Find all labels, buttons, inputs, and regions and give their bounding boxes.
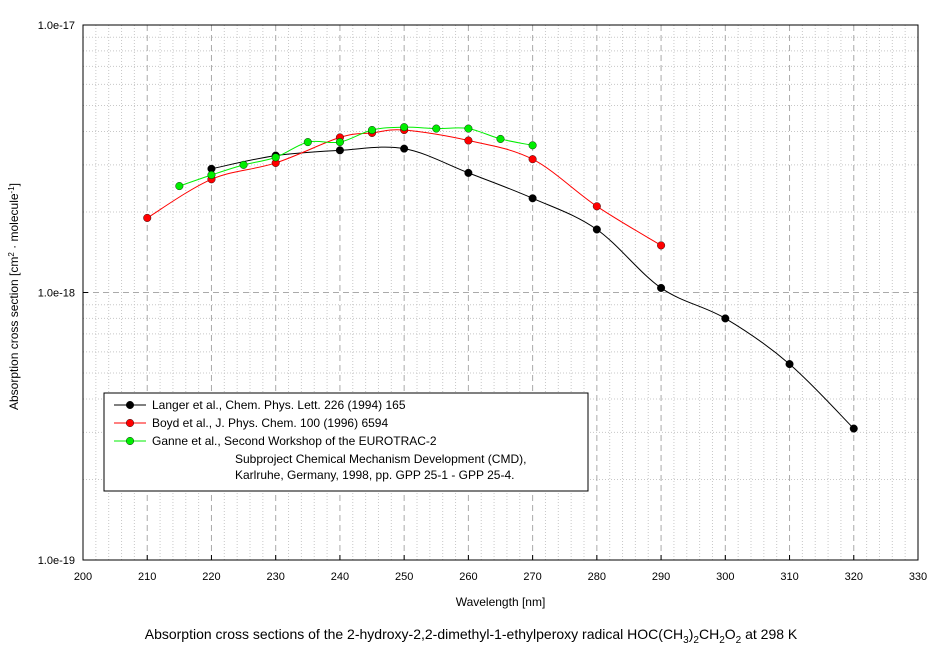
x-tick-label: 240 bbox=[331, 571, 349, 583]
x-tick-label: 330 bbox=[909, 571, 927, 583]
figure-caption: Absorption cross sections of the 2-hydro… bbox=[0, 626, 942, 646]
caption-text: O bbox=[724, 626, 736, 642]
data-point bbox=[143, 213, 152, 222]
legend-box bbox=[103, 392, 589, 492]
caption-text: Absorption cross sections of the 2-hydro… bbox=[144, 626, 684, 642]
caption-text: ) bbox=[688, 626, 694, 642]
data-point bbox=[400, 144, 409, 153]
data-point bbox=[464, 168, 473, 177]
legend-entry-3: Ganne et al., Second Workshop of the EUR… bbox=[114, 434, 526, 482]
data-point bbox=[785, 360, 794, 369]
data-point bbox=[239, 160, 248, 169]
data-point bbox=[528, 194, 537, 203]
series-layer bbox=[143, 123, 858, 433]
x-tick-label: 250 bbox=[395, 571, 413, 583]
legend-entries: Langer et al., Chem. Phys. Lett. 226 (19… bbox=[114, 398, 526, 482]
y-tick-label: 1.0e-17 bbox=[38, 20, 75, 32]
data-point bbox=[464, 124, 473, 133]
tick-layer: 200 210 220 230 240 250 260 270 280 290 300 310 320 3… bbox=[38, 20, 927, 583]
data-point bbox=[496, 134, 505, 143]
caption-sub: 2 bbox=[735, 634, 742, 646]
data-point bbox=[271, 153, 280, 162]
data-point bbox=[657, 283, 666, 292]
x-tick-label: 310 bbox=[780, 571, 798, 583]
legend-label: Ganne et al., Second Workshop of the EUR… bbox=[152, 434, 437, 448]
data-point bbox=[849, 424, 858, 433]
legend-marker bbox=[125, 419, 134, 428]
data-point bbox=[175, 182, 184, 191]
legend-label: Boyd et al., J. Phys. Chem. 100 (1996) 6… bbox=[152, 416, 388, 430]
data-point bbox=[592, 225, 601, 234]
data-point bbox=[721, 314, 730, 323]
caption-sub: 2 bbox=[693, 634, 699, 646]
caption-text: at 298 K bbox=[741, 626, 798, 642]
x-tick-label: 300 bbox=[716, 571, 734, 583]
data-point bbox=[592, 202, 601, 211]
x-tick-label: 200 bbox=[74, 571, 92, 583]
data-point bbox=[368, 126, 377, 135]
series-line bbox=[146, 129, 662, 246]
caption-text: CH bbox=[698, 626, 720, 642]
y-tick-label: 1.0e-18 bbox=[38, 288, 75, 300]
legend-entry-2: Boyd et al., J. Phys. Chem. 100 (1996) 6… bbox=[114, 416, 388, 430]
caption-sub: 2 bbox=[719, 634, 725, 646]
x-tick-label: 210 bbox=[138, 571, 156, 583]
y-axis-title-part: ] bbox=[7, 183, 21, 186]
legend-label-continued: Subproject Chemical Mechanism Developmen… bbox=[235, 452, 526, 466]
x-axis-title: Wavelength [nm] bbox=[456, 595, 546, 609]
y-axis-title-part: · molecule bbox=[7, 193, 21, 252]
x-tick-label: 270 bbox=[523, 571, 541, 583]
data-point bbox=[432, 124, 441, 133]
series-3 bbox=[175, 123, 537, 191]
y-axis-title-part: Absorption cross section [cm bbox=[7, 257, 21, 410]
data-point bbox=[207, 170, 216, 179]
y-axis-title-sup: -1 bbox=[7, 186, 16, 194]
data-point bbox=[528, 155, 537, 164]
y-axis-title-sup: 2 bbox=[7, 252, 16, 257]
data-point bbox=[464, 136, 473, 145]
x-tick-label: 260 bbox=[459, 571, 477, 583]
legend-marker bbox=[125, 437, 134, 446]
data-point bbox=[335, 146, 344, 155]
data-point bbox=[528, 141, 537, 150]
data-point bbox=[657, 241, 666, 250]
x-tick-label: 280 bbox=[588, 571, 606, 583]
legend-label-continued: Karlruhe, Germany, 1998, pp. GPP 25-1 - … bbox=[235, 468, 514, 482]
legend: Langer et al., Chem. Phys. Lett. 226 (19… bbox=[103, 392, 589, 492]
data-point bbox=[335, 138, 344, 147]
x-tick-label: 220 bbox=[202, 571, 220, 583]
y-axis-title: Absorption cross section [cm2 · molecule… bbox=[7, 183, 22, 410]
legend-label: Langer et al., Chem. Phys. Lett. 226 (19… bbox=[152, 398, 406, 412]
data-point bbox=[303, 138, 312, 147]
legend-marker bbox=[125, 401, 134, 410]
legend-entry-1: Langer et al., Chem. Phys. Lett. 226 (19… bbox=[114, 398, 406, 412]
caption-sub: 3 bbox=[683, 634, 689, 646]
x-tick-label: 290 bbox=[652, 571, 670, 583]
x-tick-label: 230 bbox=[267, 571, 285, 583]
x-tick-label: 320 bbox=[845, 571, 863, 583]
data-point bbox=[400, 123, 409, 132]
y-tick-label: 1.0e-19 bbox=[38, 555, 75, 567]
